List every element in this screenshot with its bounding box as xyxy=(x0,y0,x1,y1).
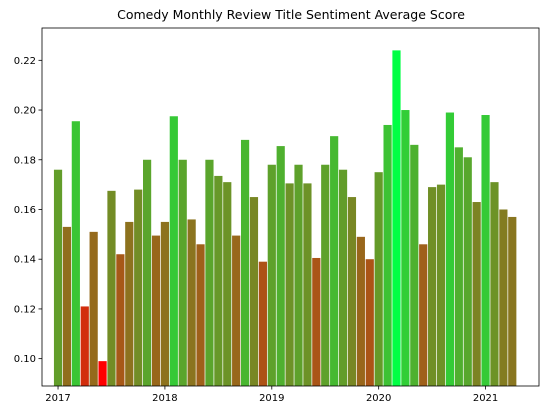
bar-2019-08 xyxy=(330,136,339,386)
y-axis: 0.10 0.12 0.14 0.16 0.18 0.20 0.22 xyxy=(14,56,42,365)
bar-2020-06 xyxy=(419,244,428,386)
bar-2018-06 xyxy=(205,159,214,386)
y-tick-label: 0.18 xyxy=(14,155,36,166)
bar-2017-04 xyxy=(80,306,89,386)
y-tick-label: 0.16 xyxy=(14,205,36,216)
bar-2017-08 xyxy=(116,254,125,386)
y-tick-label: 0.12 xyxy=(14,304,36,315)
x-tick-label: 2018 xyxy=(152,393,177,404)
bar-2018-05 xyxy=(196,244,205,386)
bar-2017-03 xyxy=(71,121,80,386)
x-axis: 2017 2018 2019 2020 2021 xyxy=(45,386,498,404)
bar-2020-08 xyxy=(436,184,446,387)
bar-2017-11 xyxy=(143,159,152,386)
bar-2020-07 xyxy=(428,187,437,386)
bar-2018-08 xyxy=(223,182,232,386)
bar-2018-01 xyxy=(160,221,170,386)
bar-2020-09 xyxy=(445,112,455,386)
bar-2019-07 xyxy=(321,164,330,386)
bar-2020-11 xyxy=(463,157,472,386)
bar-2020-12 xyxy=(472,202,481,386)
bar-2017-05 xyxy=(89,231,98,386)
bar-2021-04 xyxy=(508,216,517,386)
bar-2017-12 xyxy=(151,235,161,386)
bar-2020-05 xyxy=(410,144,419,386)
bar-2020-03 xyxy=(392,50,401,387)
bar-2018-12 xyxy=(258,261,267,386)
bar-2018-09 xyxy=(232,235,241,386)
bar-2018-02 xyxy=(169,116,178,386)
bar-2019-05 xyxy=(303,183,312,386)
x-tick-label: 2019 xyxy=(259,393,284,404)
y-tick-label: 0.22 xyxy=(14,56,36,67)
y-tick-label: 0.20 xyxy=(14,106,36,117)
bar-2019-06 xyxy=(312,257,321,386)
bar-2020-02 xyxy=(383,124,392,387)
bar-2021-03 xyxy=(499,209,508,386)
x-tick-label: 2017 xyxy=(45,393,70,404)
bar-2019-02 xyxy=(276,146,285,386)
bar-2017-10 xyxy=(134,189,143,386)
bar-2018-03 xyxy=(178,159,187,386)
x-tick-label: 2020 xyxy=(366,393,391,404)
bar-2018-10 xyxy=(240,139,250,387)
bar-2019-10 xyxy=(347,197,357,386)
x-tick-label: 2021 xyxy=(473,393,498,404)
bar-2021-01 xyxy=(481,115,490,386)
bar-2018-11 xyxy=(249,197,259,386)
bar-2018-07 xyxy=(214,175,223,386)
y-tick-label: 0.14 xyxy=(14,255,36,266)
chart-title: Comedy Monthly Review Title Sentiment Av… xyxy=(117,7,465,22)
bar-2019-11 xyxy=(356,236,365,386)
bar-2017-02 xyxy=(62,226,72,386)
bar-2017-06 xyxy=(98,361,107,386)
bar-2017-01 xyxy=(53,169,63,386)
bars-group xyxy=(53,50,517,387)
bar-2020-01 xyxy=(374,172,383,386)
bar-2019-04 xyxy=(294,164,303,386)
bar-2017-07 xyxy=(107,190,116,386)
bar-2019-03 xyxy=(285,183,294,386)
bar-2021-02 xyxy=(490,182,499,386)
bar-2019-12 xyxy=(365,259,374,386)
plot-frame xyxy=(41,27,540,387)
bar-2019-09 xyxy=(338,169,348,386)
bar-2017-09 xyxy=(125,221,134,386)
y-tick-label: 0.10 xyxy=(14,354,36,365)
bar-2018-04 xyxy=(187,219,196,386)
bar-2019-01 xyxy=(267,164,276,386)
bar-2020-04 xyxy=(401,110,410,386)
bar-2020-10 xyxy=(454,147,463,386)
